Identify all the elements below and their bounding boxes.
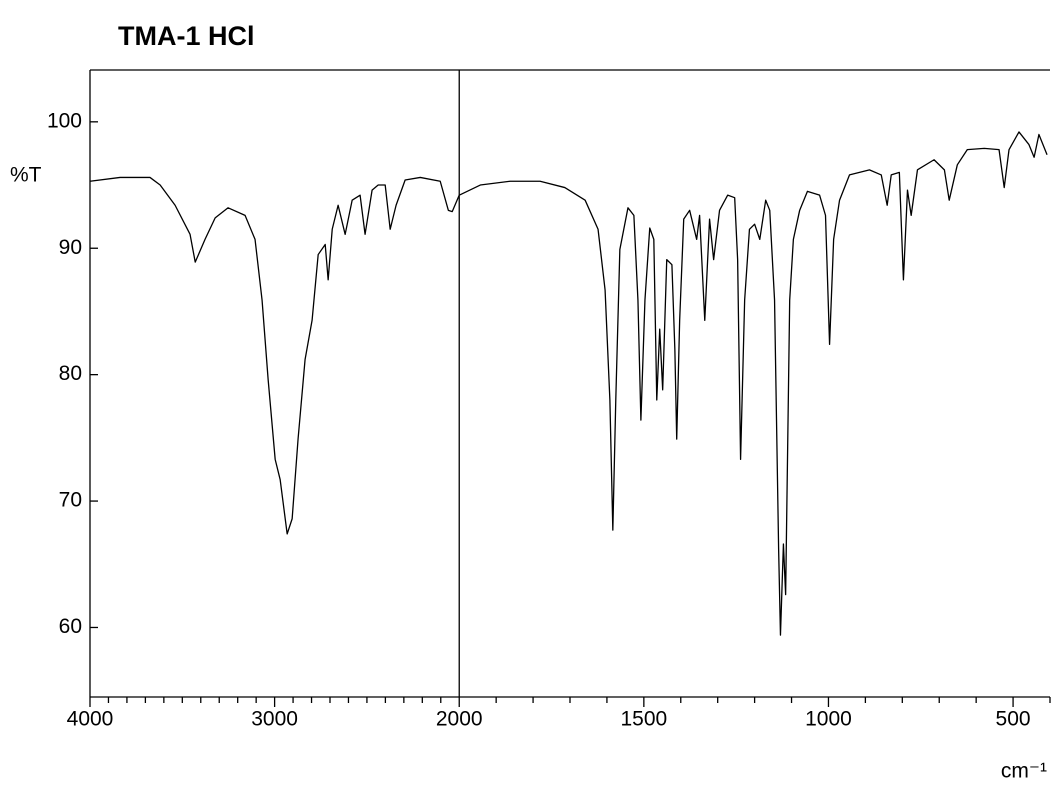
x-axis-label: cm⁻¹ bbox=[1001, 760, 1047, 783]
y-tick-label: 60 bbox=[59, 615, 82, 638]
y-tick-label: 70 bbox=[59, 489, 82, 512]
y-axis-label: %T bbox=[10, 164, 42, 187]
x-tick-label: 1000 bbox=[805, 708, 852, 731]
y-tick-label: 90 bbox=[59, 236, 82, 259]
x-tick-label: 4000 bbox=[67, 708, 114, 731]
y-tick-label: 80 bbox=[59, 362, 82, 385]
y-tick-label: 100 bbox=[47, 109, 82, 132]
chart-title: TMA-1 HCl bbox=[118, 21, 255, 51]
spectrum-line bbox=[89, 131, 1048, 636]
x-tick-label: 1500 bbox=[620, 708, 667, 731]
x-tick-label: 500 bbox=[996, 708, 1031, 731]
x-tick-label: 2000 bbox=[436, 708, 483, 731]
x-tick-label: 3000 bbox=[251, 708, 298, 731]
